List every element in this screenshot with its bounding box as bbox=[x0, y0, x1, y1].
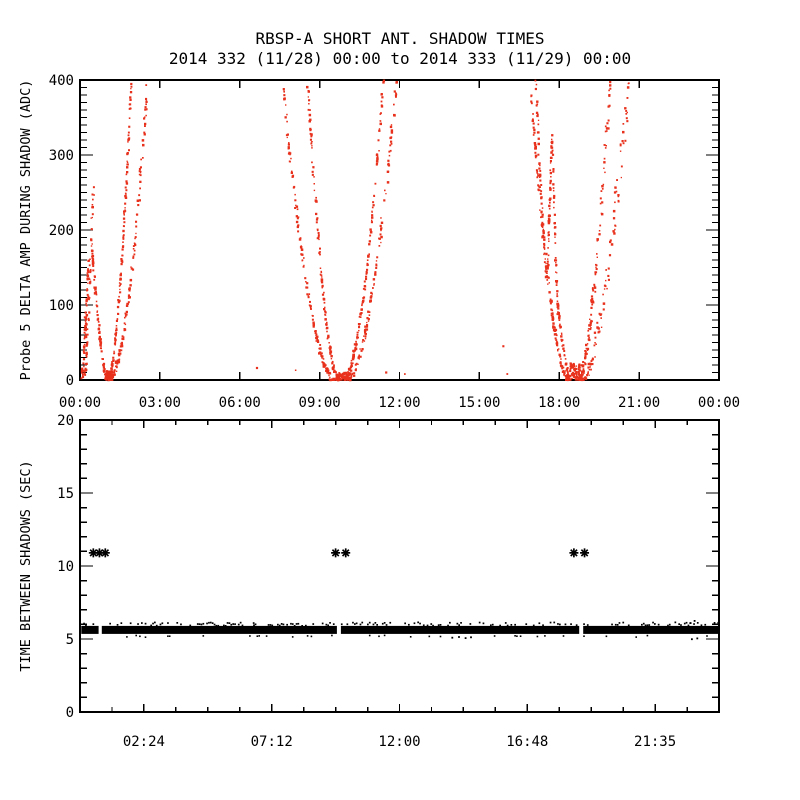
outlier-asterisks bbox=[88, 548, 590, 558]
y-tick-label: 0 bbox=[66, 705, 74, 721]
x-tick-label: 03:00 bbox=[139, 395, 181, 411]
x-tick-label: 21:00 bbox=[618, 395, 660, 411]
bottom-panel: 02:24 07:12 12:00 16:48 21:35 0 5 10 15 20 TIME BE… bbox=[18, 413, 720, 750]
tick-labels: 02:24 07:12 12:00 16:48 21:35 0 5 10 15 20 bbox=[57, 413, 676, 750]
y-axis-title: Probe 5 DELTA AMP DURING SHADOW (ADC) bbox=[18, 80, 34, 381]
y-tick-label: 400 bbox=[49, 73, 74, 89]
chart-subtitle: 2014 332 (11/28) 00:00 to 2014 333 (11/2… bbox=[168, 49, 632, 68]
x-tick-label: 09:00 bbox=[299, 395, 341, 411]
y-tick-label: 15 bbox=[57, 486, 74, 502]
scatter-points bbox=[80, 79, 630, 382]
chart-title: RBSP-A SHORT ANT. SHADOW TIMES bbox=[255, 29, 545, 48]
x-tick-label: 00:00 bbox=[698, 395, 740, 411]
y-tick-label: 0 bbox=[66, 373, 74, 389]
y-tick-label: 20 bbox=[57, 413, 74, 429]
y-tick-label: 5 bbox=[66, 632, 74, 648]
y-tick-label: 100 bbox=[49, 298, 74, 314]
top-panel: 00:00 03:00 06:00 09:00 12:00 15:00 18:00 21:00… bbox=[18, 73, 740, 411]
axis-box bbox=[79, 419, 720, 713]
x-tick-label: 16:48 bbox=[506, 734, 548, 750]
x-tick-label: 21:35 bbox=[634, 734, 676, 750]
tick-labels: 00:00 03:00 06:00 09:00 12:00 15:00 18:00 21:00… bbox=[49, 73, 740, 411]
x-tick-label: 12:00 bbox=[378, 734, 420, 750]
y-axis-title: TIME BETWEEN SHADOWS (SEC) bbox=[18, 460, 34, 671]
y-tick-label: 10 bbox=[57, 559, 74, 575]
y-tick-label: 300 bbox=[49, 148, 74, 164]
x-tick-label: 02:24 bbox=[123, 734, 165, 750]
x-tick-label: 15:00 bbox=[458, 395, 500, 411]
x-tick-label: 07:12 bbox=[251, 734, 293, 750]
x-tick-label: 18:00 bbox=[538, 395, 580, 411]
x-tick-label: 00:00 bbox=[59, 395, 101, 411]
x-tick-label: 06:00 bbox=[219, 395, 261, 411]
x-tick-label: 12:00 bbox=[378, 395, 420, 411]
axis-ticks bbox=[79, 79, 720, 381]
y-tick-label: 200 bbox=[49, 223, 74, 239]
cadence-band bbox=[81, 620, 720, 641]
axis-ticks bbox=[80, 419, 719, 713]
axis-box bbox=[79, 79, 720, 381]
